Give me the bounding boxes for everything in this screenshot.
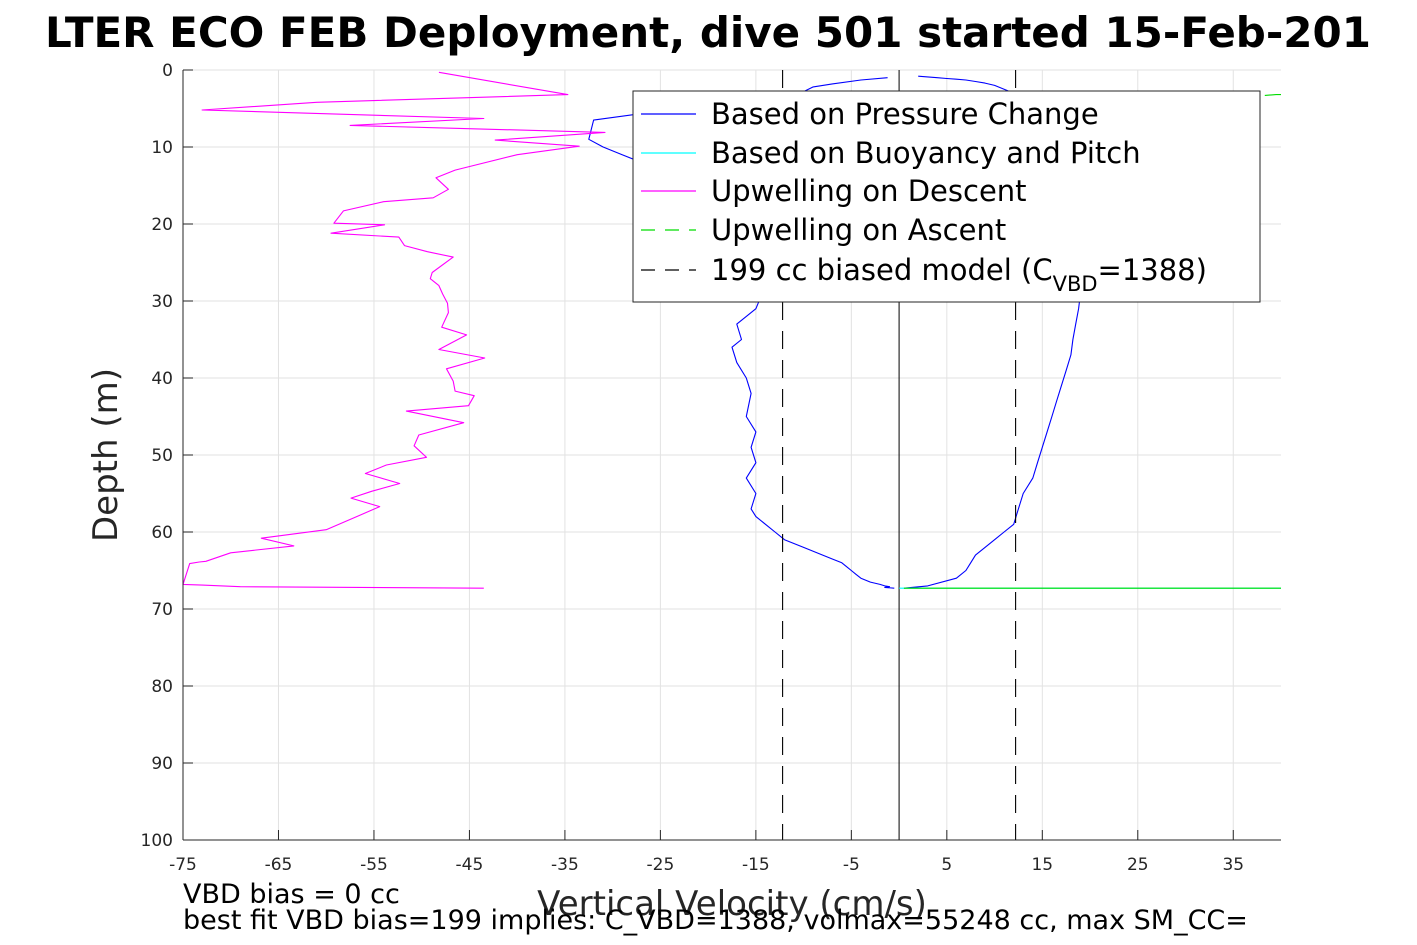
- y-tick-label-7: 70: [151, 600, 173, 620]
- annotation-best-fit: best fit VBD bias=199 implies: C_VBD=138…: [183, 905, 1248, 936]
- legend-label-2: Upwelling on Descent: [711, 174, 1027, 208]
- series-line-5: [1264, 94, 1281, 96]
- x-tick-label-5: -25: [647, 855, 675, 875]
- legend-label-4: 199 cc biased model (CVBD=1388): [711, 253, 1207, 296]
- legend-label-4-post: =1388): [1098, 253, 1207, 287]
- y-tick-label-8: 80: [151, 677, 173, 697]
- legend-label-3: Upwelling on Ascent: [711, 213, 1006, 247]
- y-tick-label-6: 60: [151, 523, 173, 543]
- x-tick-label-4: -35: [551, 855, 579, 875]
- y-tick-labels: 0 10 20 30 40 50 60 70 80 90 100: [141, 61, 173, 851]
- y-axis-label: Depth (m): [86, 368, 126, 542]
- x-tick-label-8: 5: [941, 855, 952, 875]
- y-tick-label-4: 40: [151, 369, 173, 389]
- x-tick-label-2: -55: [360, 855, 388, 875]
- y-tick-label-3: 30: [151, 292, 173, 312]
- series-line-0: [588, 77, 895, 589]
- y-tick-label-10: 100: [141, 831, 173, 851]
- legend-label-0: Based on Pressure Change: [711, 97, 1099, 131]
- legend-label-1: Based on Buoyancy and Pitch: [711, 136, 1141, 170]
- legend-box: [632, 90, 1261, 303]
- y-tick-label-9: 90: [151, 754, 173, 774]
- y-tick-label-5: 50: [151, 446, 173, 466]
- chart-title: LTER ECO FEB Deployment, dive 501 starte…: [45, 8, 1371, 57]
- x-tick-label-11: 35: [1222, 855, 1244, 875]
- legend-label-4-sub: VBD: [1053, 272, 1098, 296]
- x-tick-labels: -75 -65 -55 -45 -35 -25 -15 -5 5 15 25 35: [169, 855, 1244, 875]
- x-tick-label-1: -65: [265, 855, 293, 875]
- series-line-2: [182, 71, 606, 589]
- y-tick-label-0: 0: [162, 61, 173, 81]
- x-tick-label-10: 25: [1127, 855, 1149, 875]
- y-tick-label-1: 10: [151, 138, 173, 158]
- legend-label-4-pre: 199 cc biased model (C: [711, 253, 1053, 287]
- x-tick-label-9: 15: [1031, 855, 1053, 875]
- axes: [182, 69, 1281, 841]
- legend: Based on Pressure Change Based on Buoyan…: [632, 90, 1261, 303]
- x-tick-label-7: -5: [843, 855, 860, 875]
- x-tick-label-6: -15: [742, 855, 770, 875]
- annotation-vbd-bias: VBD bias = 0 cc: [183, 879, 400, 910]
- x-tick-label-3: -45: [456, 855, 484, 875]
- y-tick-label-2: 20: [151, 215, 173, 235]
- x-tick-label-0: -75: [169, 855, 197, 875]
- x-axis-label: Vertical Velocity (cm/s): [537, 884, 927, 924]
